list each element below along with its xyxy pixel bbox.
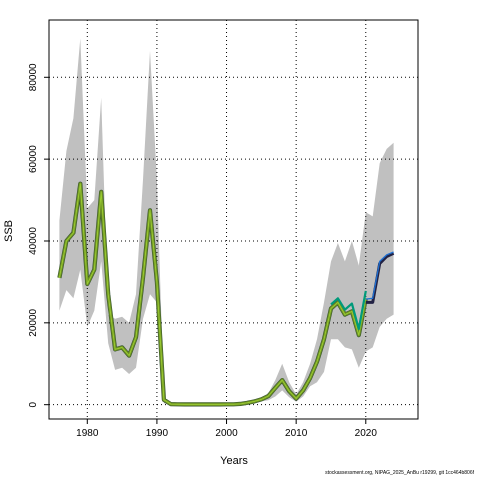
series-line-forecast-blue	[365, 251, 394, 300]
x-axis-title: Years	[220, 455, 248, 467]
y-tick-label: 20000	[28, 308, 39, 336]
series-lines	[57, 181, 395, 407]
axes: 1980 1990 2000 2010 2020 0 20000 40000 60000 8000…	[28, 63, 377, 439]
y-tick-label: 80000	[28, 63, 39, 91]
x-tick-label: 2010	[285, 428, 308, 439]
x-tick-label: 2020	[355, 428, 378, 439]
plot-frame	[48, 19, 419, 420]
x-tick-label: 1990	[146, 428, 169, 439]
y-tick-label: 0	[28, 401, 39, 407]
series-line-historic-highlight	[58, 183, 367, 405]
footer-credit: stockassessment.org, NIPAG_2025_AnBu r19…	[325, 470, 474, 476]
y-axis-title: SSB	[3, 220, 15, 242]
y-tick-label: 40000	[28, 227, 39, 255]
confidence-band-layer	[59, 38, 394, 405]
x-tick-label: 2000	[215, 428, 238, 439]
x-tick-label: 1980	[76, 428, 99, 439]
series-line-teal	[330, 290, 367, 331]
confidence-band	[59, 38, 394, 405]
y-tick-label: 60000	[28, 145, 39, 173]
